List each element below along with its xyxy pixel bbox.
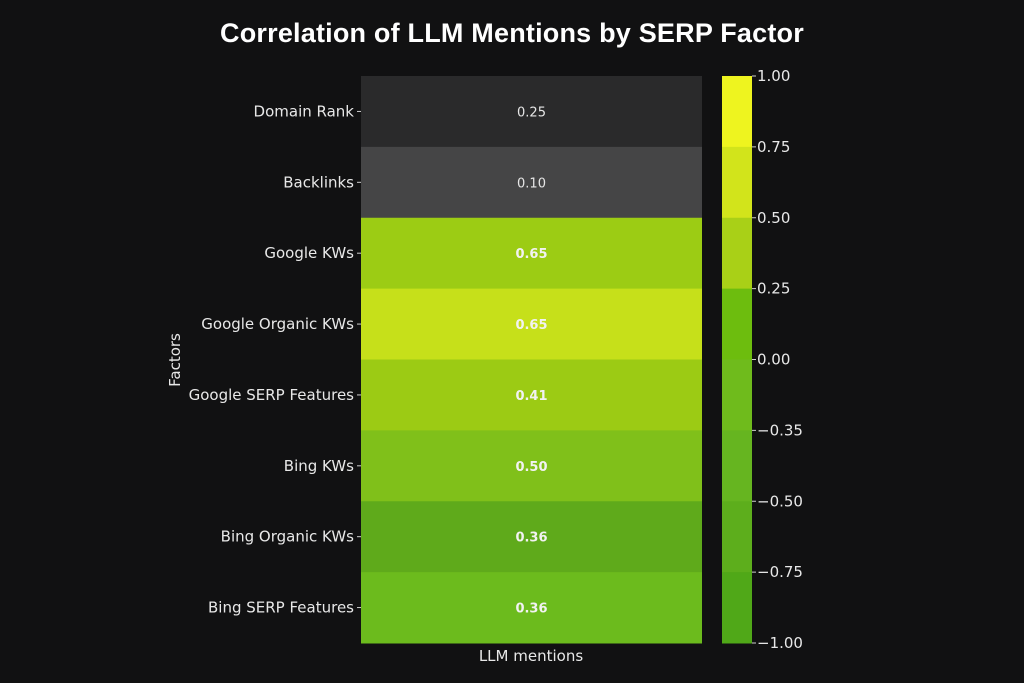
cell-value-label: 0.36 — [515, 602, 547, 617]
chart-title: Correlation of LLM Mentions by SERP Fact… — [220, 18, 804, 48]
cell-value-label: 0.65 — [515, 247, 547, 262]
heatmap-cell — [361, 359, 702, 431]
heatmap-cell — [361, 288, 702, 360]
cell-value-label: 0.10 — [517, 176, 546, 191]
colorbar-segment — [722, 501, 752, 573]
colorbar-tick-label: 0.00 — [757, 351, 790, 369]
heatmap-cell — [361, 430, 702, 502]
y-tick-label: Domain Rank — [254, 102, 355, 120]
colorbar-segment — [722, 217, 752, 290]
colorbar-segment — [722, 288, 752, 360]
colorbar-tick-label: 0.25 — [757, 280, 790, 298]
y-axis-label: Factors — [166, 333, 184, 387]
y-tick-label: Google KWs — [264, 244, 354, 262]
heatmap-cells: 0.25 0.10 0.65 0.65 0.41 0.50 0.36 0.36 — [361, 76, 702, 644]
y-tick-label: Bing KWs — [284, 457, 354, 475]
colorbar-segment — [722, 572, 752, 644]
y-tick-label: Google Organic KWs — [201, 315, 354, 333]
colorbar-segment — [722, 76, 752, 148]
cell-value-label: 0.50 — [515, 460, 547, 475]
cell-value-label: 0.36 — [515, 531, 547, 546]
heatmap-cell — [361, 76, 702, 148]
y-tick-label: Google SERP Features — [189, 386, 355, 404]
y-axis-ticks: Domain Rank Backlinks Google KWs Google Org… — [189, 102, 361, 617]
colorbar-segment — [722, 359, 752, 431]
x-axis-label: LLM mentions — [479, 647, 584, 665]
heatmap-cell — [361, 217, 702, 290]
colorbar-tick-label: −0.35 — [757, 421, 803, 439]
cell-value-label: 0.41 — [515, 389, 547, 404]
colorbar-tick-label: 1.00 — [757, 67, 790, 85]
colorbar-segment — [722, 430, 752, 502]
y-tick-label: Bing SERP Features — [208, 599, 354, 617]
heatmap-cell — [361, 572, 702, 644]
colorbar-tick-label: 0.75 — [757, 138, 790, 156]
colorbar: 1.00 0.75 0.50 0.25 0.00 −0.35 −0.50 −0.75 −1.00 — [722, 67, 803, 652]
colorbar-segment — [722, 146, 752, 219]
cell-value-label: 0.25 — [517, 105, 546, 120]
y-tick-label: Backlinks — [283, 173, 354, 191]
colorbar-tick-label: −1.00 — [757, 634, 803, 652]
colorbar-tick-label: 0.50 — [757, 209, 790, 227]
heatmap-cell — [361, 146, 702, 219]
y-tick-label: Bing Organic KWs — [221, 528, 355, 546]
heatmap-cell — [361, 501, 702, 573]
cell-value-label: 0.65 — [515, 318, 547, 333]
colorbar-tick-label: −0.75 — [757, 563, 803, 581]
colorbar-tick-label: −0.50 — [757, 492, 803, 510]
